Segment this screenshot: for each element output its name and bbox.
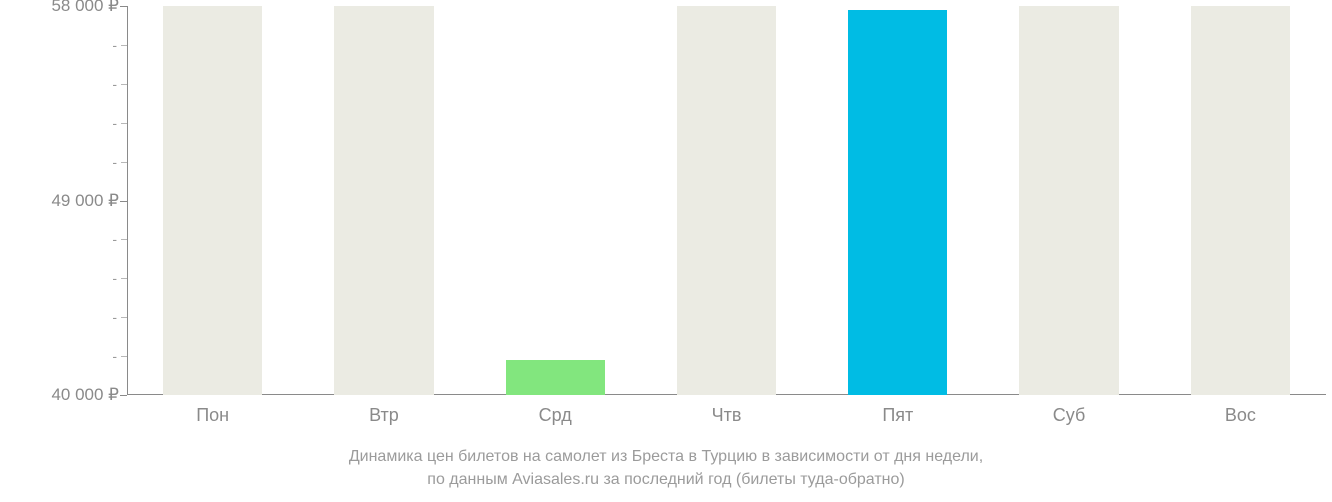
- y-minor-tick: [121, 84, 127, 85]
- y-minor-tick: [121, 278, 127, 279]
- y-tick-mark: [120, 201, 127, 202]
- x-label-Срд: Срд: [539, 395, 572, 426]
- plot-area: 40 000 ₽49 000 ₽58 000 ₽ПонВтрСрдЧтвПятС…: [127, 6, 1326, 395]
- bar-Пят: [848, 10, 947, 395]
- y-tick-mark: [120, 395, 127, 396]
- y-minor-tick: [121, 356, 127, 357]
- x-label-Суб: Суб: [1053, 395, 1086, 426]
- bar-Пон: [163, 6, 262, 395]
- y-minor-tick: [121, 45, 127, 46]
- price-by-weekday-chart: 40 000 ₽ 49 000 ₽ 58 000 ₽ Пон Втр Срд Чтв Пят С…: [0, 0, 1332, 502]
- x-label-Пон: Пон: [196, 395, 229, 426]
- x-label-Чтв: Чтв: [712, 395, 742, 426]
- chart-caption: Динамика цен билетов на самолет из Брест…: [0, 445, 1332, 491]
- y-minor-tick: [121, 317, 127, 318]
- bar-Срд: [506, 360, 605, 395]
- bar-Втр: [334, 6, 433, 395]
- bar-Суб: [1019, 6, 1118, 395]
- y-minor-tick: [121, 162, 127, 163]
- x-label-Втр: Втр: [369, 395, 399, 426]
- x-label-Пят: Пят: [882, 395, 913, 426]
- y-minor-tick: [121, 239, 127, 240]
- y-axis-line: [127, 6, 128, 395]
- caption-line-2: по данным Aviasales.ru за последний год …: [0, 468, 1332, 491]
- y-minor-tick: [121, 123, 127, 124]
- caption-line-1: Динамика цен билетов на самолет из Брест…: [0, 445, 1332, 468]
- bar-Чтв: [677, 6, 776, 395]
- x-label-Вос: Вос: [1225, 395, 1256, 426]
- y-tick-label: 58 000 ₽: [51, 0, 127, 16]
- y-tick-label: 49 000 ₽: [51, 191, 127, 211]
- y-tick-label: 40 000 ₽: [51, 385, 127, 405]
- y-tick-mark: [120, 6, 127, 7]
- bar-Вос: [1191, 6, 1290, 395]
